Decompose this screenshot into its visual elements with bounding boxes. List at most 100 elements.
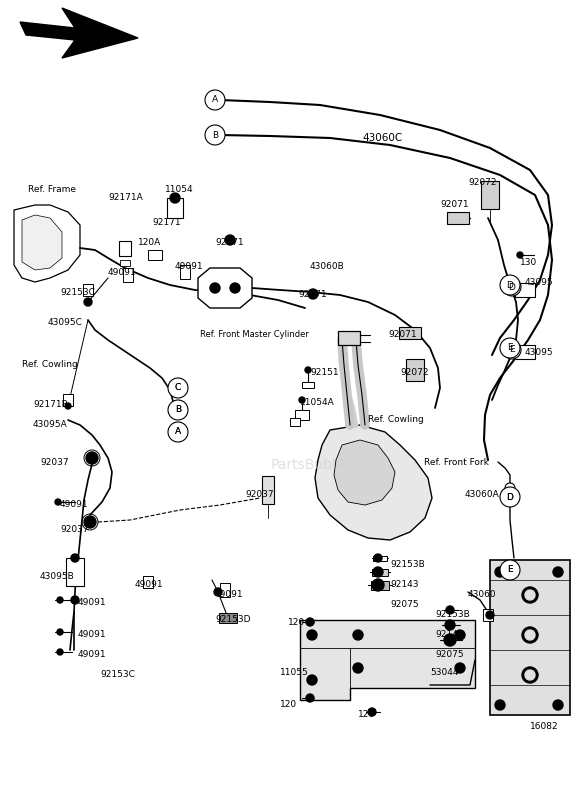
Bar <box>119 241 131 255</box>
Circle shape <box>372 579 384 591</box>
Text: E: E <box>507 566 513 574</box>
Polygon shape <box>334 440 395 505</box>
Text: 11054A: 11054A <box>300 398 335 407</box>
Circle shape <box>86 452 98 464</box>
Text: 92153B: 92153B <box>435 610 470 619</box>
Bar <box>120 260 130 266</box>
Circle shape <box>368 708 376 716</box>
Text: 43095: 43095 <box>525 348 554 357</box>
Text: 43060B: 43060B <box>310 262 345 271</box>
Polygon shape <box>300 620 475 700</box>
Circle shape <box>500 560 520 580</box>
Text: 49091: 49091 <box>215 590 244 599</box>
Text: D: D <box>509 282 516 291</box>
Text: B: B <box>175 406 181 414</box>
Text: C: C <box>175 383 181 393</box>
Text: 92153B: 92153B <box>390 560 425 569</box>
Text: 16082: 16082 <box>530 722 559 731</box>
Circle shape <box>305 367 311 373</box>
Circle shape <box>500 487 520 507</box>
Text: 49091: 49091 <box>135 580 164 589</box>
Circle shape <box>525 630 535 640</box>
Text: 92171: 92171 <box>215 238 244 247</box>
Text: 120: 120 <box>358 710 375 719</box>
Text: 92171: 92171 <box>152 218 180 227</box>
Text: 11054: 11054 <box>165 185 194 194</box>
Circle shape <box>225 235 235 245</box>
Text: 92153C: 92153C <box>60 288 95 297</box>
Circle shape <box>84 298 92 306</box>
Circle shape <box>486 611 494 619</box>
Polygon shape <box>14 205 80 282</box>
Text: 43060: 43060 <box>468 590 496 599</box>
Circle shape <box>522 587 538 603</box>
Text: 43060C: 43060C <box>362 133 402 143</box>
Text: 49091: 49091 <box>78 650 107 659</box>
Text: C: C <box>175 383 181 393</box>
Circle shape <box>455 630 465 640</box>
Text: 92037: 92037 <box>60 525 89 534</box>
Text: 49091: 49091 <box>108 268 137 277</box>
Bar <box>262 476 274 504</box>
Text: PartsBublik: PartsBublik <box>271 458 349 472</box>
Bar <box>83 284 93 296</box>
Circle shape <box>553 567 563 577</box>
Circle shape <box>500 275 520 295</box>
Text: B: B <box>212 130 218 139</box>
Circle shape <box>55 499 61 505</box>
Circle shape <box>210 130 220 140</box>
Text: 92071: 92071 <box>388 330 416 339</box>
Bar <box>66 558 84 586</box>
Text: 43095B: 43095B <box>40 572 75 581</box>
Bar <box>63 394 73 406</box>
Text: E: E <box>507 566 513 574</box>
Circle shape <box>57 649 63 655</box>
Bar <box>295 410 309 420</box>
Bar <box>123 268 133 282</box>
Text: Ref. Front Master Cylinder: Ref. Front Master Cylinder <box>200 330 309 339</box>
Text: 43095: 43095 <box>525 278 554 287</box>
Circle shape <box>353 630 363 640</box>
Text: 120A: 120A <box>138 238 161 247</box>
Circle shape <box>525 670 535 680</box>
Circle shape <box>168 378 188 398</box>
Bar <box>302 382 314 388</box>
Circle shape <box>553 700 563 710</box>
Text: 92072: 92072 <box>400 368 429 377</box>
Polygon shape <box>315 425 432 540</box>
Text: 92171B: 92171B <box>33 400 68 409</box>
Bar <box>447 212 469 224</box>
Circle shape <box>230 283 240 293</box>
Circle shape <box>501 561 519 579</box>
Bar <box>143 576 153 588</box>
Circle shape <box>517 252 523 258</box>
Circle shape <box>57 629 63 635</box>
Text: D: D <box>506 493 513 502</box>
Circle shape <box>495 700 505 710</box>
Circle shape <box>168 400 188 420</box>
Text: 53044: 53044 <box>430 668 458 677</box>
Text: 43095A: 43095A <box>33 420 68 429</box>
Circle shape <box>307 630 317 640</box>
Bar <box>148 250 162 260</box>
Circle shape <box>495 567 505 577</box>
Bar <box>483 609 493 621</box>
Circle shape <box>446 606 454 614</box>
Bar <box>219 613 237 623</box>
Circle shape <box>445 620 455 630</box>
Circle shape <box>306 694 314 702</box>
Circle shape <box>210 283 220 293</box>
Circle shape <box>84 516 96 528</box>
Text: 49091: 49091 <box>78 630 107 639</box>
Text: 92071: 92071 <box>440 200 468 209</box>
Text: A: A <box>175 427 181 437</box>
Circle shape <box>500 338 520 358</box>
Text: 49091: 49091 <box>60 500 89 509</box>
Text: Ref. Cowling: Ref. Cowling <box>368 415 424 424</box>
Bar <box>372 569 388 575</box>
Circle shape <box>353 663 363 673</box>
Circle shape <box>169 423 187 441</box>
Bar <box>373 555 387 561</box>
Circle shape <box>71 596 79 604</box>
Text: 92075: 92075 <box>390 600 419 609</box>
